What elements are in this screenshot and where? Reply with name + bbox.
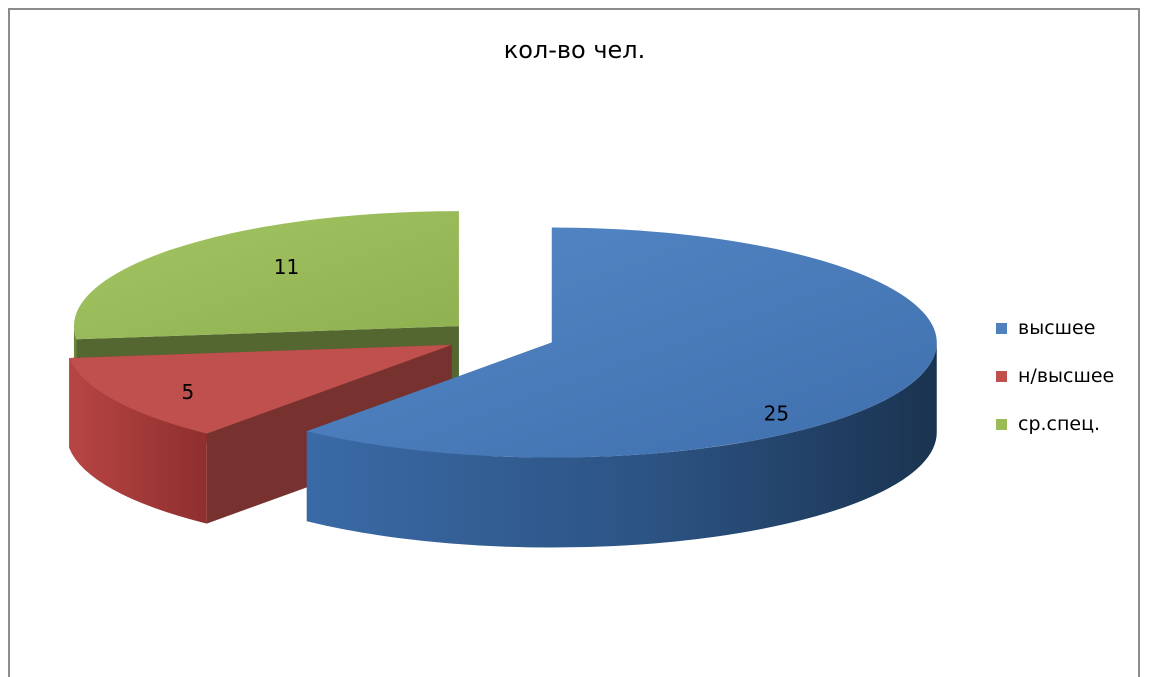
pie-slice-2-side (69, 358, 207, 524)
legend-swatch-2 (996, 371, 1007, 382)
data-label-1: 25 (764, 401, 789, 425)
pie-slice-1-top (306, 227, 937, 458)
pie-slice-2-top (69, 344, 452, 434)
legend-item-3: ср.спец. (996, 412, 1146, 436)
data-label-3: 11 (274, 255, 299, 279)
pie-slice-3-top (73, 211, 459, 340)
pie-slice-1-side (306, 342, 937, 548)
legend-swatch-1 (996, 323, 1007, 334)
legend: высшее н/высшее ср.спец. (996, 316, 1146, 460)
legend-label-3: ср.спец. (1018, 413, 1101, 435)
legend-item-1: высшее (996, 316, 1146, 340)
legend-label-1: высшее (1018, 317, 1096, 339)
chart-title: кол-во чел. (503, 36, 646, 64)
legend-label-2: н/высшее (1018, 365, 1115, 387)
data-label-2: 5 (181, 380, 194, 404)
legend-swatch-3 (996, 419, 1007, 430)
legend-item-2: н/высшее (996, 364, 1146, 388)
pie-slice-1 (306, 227, 937, 548)
